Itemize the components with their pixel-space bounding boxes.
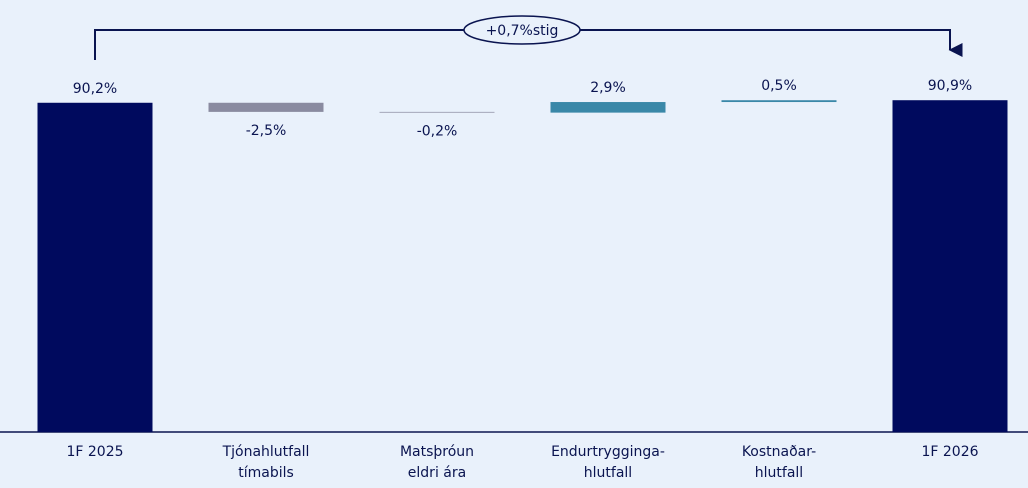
bar [721, 100, 837, 103]
value-label: -0,2% [417, 124, 458, 140]
value-label: 90,9% [928, 78, 972, 94]
x-tick-label: 1F 2025 [66, 444, 123, 460]
x-tick-label: Matsþróun [400, 444, 474, 460]
x-tick-label: 1F 2026 [921, 444, 978, 460]
x-tick-label: eldri ára [408, 465, 466, 481]
bar [550, 102, 666, 113]
annotation-bubble [463, 15, 581, 45]
x-tick-label: hlutfall [584, 465, 632, 481]
value-label: 0,5% [761, 78, 797, 94]
x-tick-label: hlutfall [755, 465, 803, 481]
bar [892, 100, 1008, 432]
x-tick-label: tímabils [238, 465, 294, 481]
bar [37, 102, 153, 433]
value-label: 90,2% [73, 81, 117, 97]
x-tick-label: Endurtrygginga- [551, 444, 665, 460]
value-label: 2,9% [590, 80, 626, 96]
x-tick-label: Tjónahlutfall [222, 444, 310, 460]
annotation: +0,7%stig [486, 23, 559, 39]
value-label: -2,5% [246, 123, 287, 139]
bar [208, 102, 324, 112]
bar [379, 111, 495, 113]
x-tick-label: Kostnaðar- [742, 444, 816, 460]
